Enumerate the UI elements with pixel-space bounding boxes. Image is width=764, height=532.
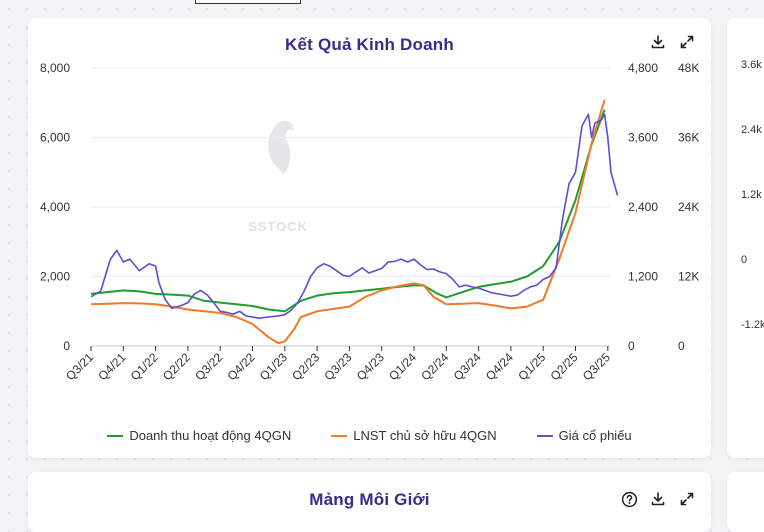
expand-icon[interactable]	[676, 488, 698, 510]
legend-swatch	[107, 434, 124, 437]
legend-swatch	[331, 434, 348, 437]
expand-icon[interactable]	[676, 31, 698, 53]
y-right2-tick-label: 24K	[678, 200, 699, 214]
x-tick-label: Q3/24	[451, 350, 484, 383]
y-left-tick-label: 4,000	[40, 200, 70, 214]
y-right1-tick-label: 3,600	[628, 131, 658, 145]
side-axis-tick-label: 1.2k	[741, 189, 762, 201]
y-left-tick-label: 2,000	[40, 270, 70, 284]
legend-label: Doanh thu hoạt động 4QGN	[129, 428, 292, 443]
y-right1-tick-label: 0	[628, 339, 635, 353]
x-tick-label: Q4/23	[354, 350, 387, 383]
series-line-1	[90, 109, 606, 313]
download-icon[interactable]	[647, 488, 669, 510]
legend-label: LNST chủ sở hữu 4QGN	[353, 428, 497, 443]
x-tick-label: Q4/21	[95, 350, 128, 383]
legend-item[interactable]: LNST chủ sở hữu 4QGN	[331, 428, 497, 443]
side-axis-tick-label: 0	[741, 254, 747, 266]
y-right2-tick-label: 0	[678, 339, 685, 353]
x-tick-label: Q1/23	[257, 350, 290, 383]
side-chart-axis: 3.6k 2.4k 1.2k 0 -1.2k	[741, 59, 764, 331]
side-chart-card: 3.6k 2.4k 1.2k 0 -1.2k	[727, 18, 764, 458]
x-tick-label: Q2/23	[289, 350, 322, 383]
brokerage-title: Mảng Môi Giới	[309, 490, 430, 509]
series-line-2	[90, 99, 606, 345]
business-results-chart: SSTOCK 0 2,000 4,000 6,000 8,000 0 1,200 2,400…	[40, 61, 699, 383]
x-tick-label: Q2/22	[160, 350, 193, 383]
x-tick-label: Q3/25	[580, 350, 613, 383]
x-tick-label: Q3/22	[192, 350, 225, 383]
help-icon[interactable]	[618, 488, 640, 510]
y-right2-tick-label: 36K	[678, 131, 699, 145]
bottom-right-card	[727, 472, 764, 532]
series-line-3	[90, 113, 619, 320]
y-right1-tick-label: 4,800	[628, 61, 658, 75]
brokerage-card: Mảng Môi Giới	[28, 472, 711, 532]
x-tick-label: Q4/22	[225, 350, 258, 383]
y-left-tick-label: 6,000	[40, 131, 70, 145]
x-tick-label: Q3/21	[63, 350, 96, 383]
x-tick-label: Q4/24	[483, 350, 516, 383]
chart-title: Kết Quả Kinh Doanh	[285, 35, 454, 54]
side-axis-tick-label: 3.6k	[741, 59, 762, 71]
y-right2-tick-label: 48K	[678, 61, 699, 75]
legend-swatch	[536, 434, 553, 437]
side-axis-tick-label: -1.2k	[741, 319, 764, 331]
download-icon[interactable]	[647, 31, 669, 53]
legend-label: Giá cổ phiếu	[558, 428, 632, 443]
x-tick-label: Q3/23	[321, 350, 354, 383]
legend-item[interactable]: Giá cổ phiếu	[536, 428, 632, 443]
sstock-watermark: SSTOCK	[248, 120, 308, 234]
x-tick-label: Q1/22	[128, 350, 161, 383]
x-tick-label: Q2/25	[548, 350, 581, 383]
y-left-tick-label: 8,000	[40, 61, 70, 75]
business-results-card: Kết Quả Kinh Doanh SSTOCK 0 2,000 4,000 6,0…	[28, 18, 711, 458]
y-left-tick-label: 0	[63, 339, 70, 353]
chart-legend: Doanh thu hoạt động 4QGN LNST chủ sở hữu …	[28, 428, 711, 443]
y-right2-tick-label: 12K	[678, 270, 699, 284]
y-right1-tick-label: 1,200	[628, 270, 658, 284]
x-tick-label: Q1/25	[515, 350, 548, 383]
side-axis-tick-label: 2.4k	[741, 124, 762, 136]
legend-item[interactable]: Doanh thu hoạt động 4QGN	[107, 428, 291, 443]
watermark-text: SSTOCK	[248, 219, 308, 234]
x-tick-label: Q1/24	[386, 350, 419, 383]
top-selector-edge[interactable]	[195, 0, 301, 4]
x-tick-label: Q2/24	[418, 350, 451, 383]
y-right1-tick-label: 2,400	[628, 200, 658, 214]
